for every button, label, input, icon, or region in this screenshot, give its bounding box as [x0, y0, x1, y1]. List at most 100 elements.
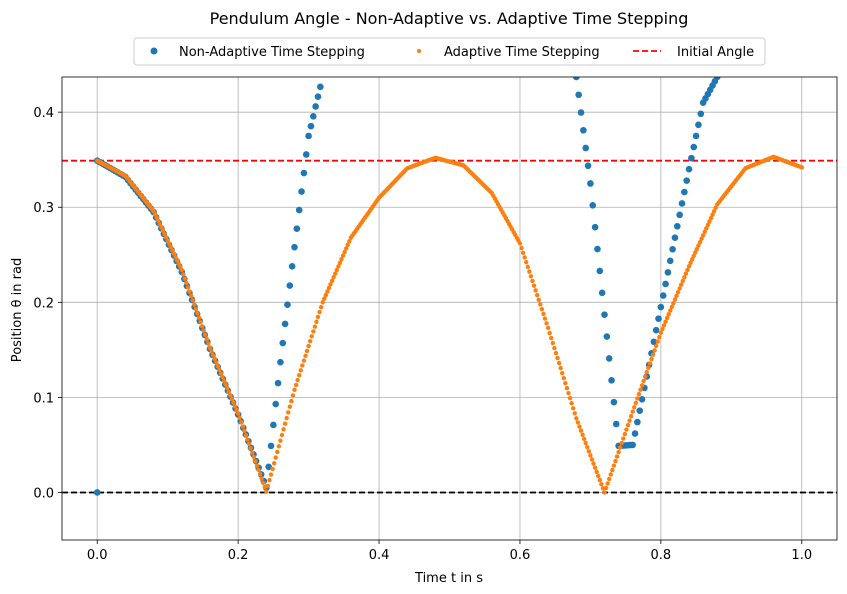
- adaptive-point: [550, 340, 556, 346]
- adaptive-point: [704, 226, 709, 231]
- adaptive-point: [167, 241, 172, 246]
- adaptive-point: [552, 345, 557, 351]
- non-adaptive-point: [279, 339, 287, 347]
- adaptive-point: [677, 286, 682, 291]
- adaptive-point: [212, 356, 217, 362]
- non-adaptive-point: [295, 206, 303, 214]
- adaptive-point: [226, 389, 231, 394]
- adaptive-point: [569, 401, 574, 406]
- non-adaptive-point: [314, 93, 322, 100]
- chart-title: Pendulum Angle - Non-Adaptive vs. Adapti…: [210, 9, 689, 28]
- non-adaptive-point: [671, 234, 679, 241]
- adaptive-point: [307, 338, 313, 344]
- adaptive-point: [240, 424, 246, 429]
- adaptive-point: [534, 292, 540, 298]
- adaptive-point: [633, 400, 639, 406]
- adaptive-point: [525, 264, 530, 270]
- non-adaptive-point: [300, 169, 308, 177]
- adaptive-point: [710, 212, 715, 217]
- y-axis-label: Position θ in rad: [10, 258, 25, 362]
- adaptive-point: [644, 369, 649, 375]
- non-adaptive-point: [267, 442, 275, 450]
- non-adaptive-point: [591, 223, 599, 231]
- non-adaptive-point: [317, 83, 324, 91]
- adaptive-point: [553, 350, 559, 356]
- adaptive-point: [325, 289, 330, 294]
- adaptive-point: [309, 334, 314, 339]
- adaptive-point: [333, 271, 338, 276]
- non-adaptive-point: [589, 202, 597, 209]
- adaptive-point: [300, 363, 305, 368]
- adaptive-point: [591, 461, 596, 466]
- adaptive-point: [163, 235, 169, 240]
- adaptive-point: [711, 209, 717, 214]
- adaptive-point: [253, 458, 258, 464]
- non-adaptive-point: [93, 489, 101, 496]
- adaptive-point: [658, 330, 664, 335]
- adaptive-point: [628, 413, 634, 419]
- y-tick-label: 0.3: [33, 201, 54, 216]
- legend-marker-adaptive: [417, 49, 421, 53]
- adaptive-point: [220, 374, 225, 380]
- adaptive-point: [606, 476, 612, 482]
- non-adaptive-point: [690, 143, 698, 151]
- adaptive-point: [542, 316, 548, 321]
- adaptive-point: [286, 410, 291, 415]
- adaptive-point: [170, 248, 175, 253]
- adaptive-point: [544, 321, 549, 326]
- adaptive-point: [218, 371, 224, 376]
- adaptive-point: [580, 432, 585, 437]
- non-adaptive-point: [309, 112, 317, 120]
- adaptive-point: [239, 420, 244, 425]
- non-adaptive-point: [666, 257, 674, 265]
- adaptive-point: [650, 352, 656, 357]
- non-adaptive-point: [305, 132, 312, 140]
- non-adaptive-point: [610, 398, 618, 406]
- adaptive-point: [196, 315, 202, 320]
- adaptive-point: [259, 476, 264, 481]
- adaptive-point: [696, 243, 701, 248]
- adaptive-point: [301, 358, 307, 363]
- adaptive-point: [248, 446, 253, 451]
- adaptive-point: [182, 276, 188, 281]
- adaptive-point: [556, 360, 562, 366]
- adaptive-point: [536, 297, 541, 302]
- non-adaptive-point: [587, 180, 594, 187]
- adaptive-point: [632, 405, 637, 410]
- adaptive-point: [652, 348, 657, 353]
- non-adaptive-point: [683, 177, 690, 184]
- adaptive-point: [318, 304, 324, 310]
- adaptive-point: [627, 418, 632, 423]
- x-axis-label: Time t in s: [414, 571, 483, 586]
- adaptive-point: [547, 330, 552, 336]
- adaptive-point: [614, 454, 620, 459]
- adaptive-point: [683, 271, 689, 276]
- adaptive-point: [694, 246, 700, 252]
- adaptive-point: [224, 385, 230, 391]
- adaptive-point: [638, 387, 643, 392]
- adaptive-point: [575, 420, 581, 425]
- y-tick-label: 0.0: [33, 486, 54, 501]
- adaptive-point: [292, 387, 297, 392]
- adaptive-point: [528, 274, 534, 279]
- legend-frame: [133, 37, 766, 66]
- adaptive-point: [679, 282, 684, 287]
- adaptive-point: [328, 282, 333, 287]
- non-adaptive-point: [284, 301, 291, 308]
- non-adaptive-point: [265, 463, 272, 471]
- adaptive-point: [203, 332, 208, 338]
- adaptive-point: [334, 267, 339, 273]
- adaptive-point: [539, 306, 545, 312]
- adaptive-point: [572, 411, 577, 416]
- adaptive-point: [178, 264, 183, 269]
- adaptive-point: [699, 236, 704, 241]
- adaptive-point: [151, 208, 156, 214]
- adaptive-point: [671, 300, 676, 306]
- adaptive-point: [276, 444, 282, 449]
- adaptive-point: [616, 449, 621, 455]
- x-tick-label: 1.0: [791, 548, 812, 563]
- adaptive-point: [184, 280, 189, 286]
- adaptive-point: [599, 482, 604, 487]
- adaptive-point: [270, 466, 275, 472]
- adaptive-point: [578, 428, 584, 433]
